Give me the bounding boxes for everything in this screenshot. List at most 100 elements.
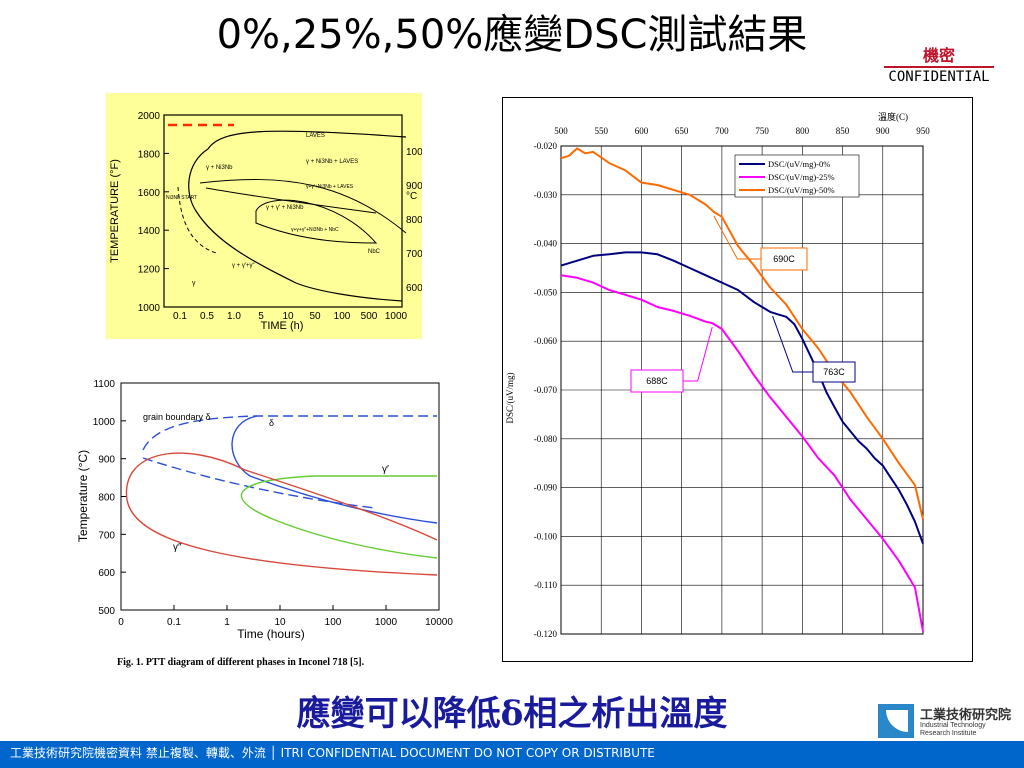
dsc-annotation-label: 690C (773, 254, 795, 264)
ptt-y-tick-label: 700 (98, 530, 115, 541)
dsc-annotation-box (812, 361, 856, 383)
ttt-laves-curve (207, 130, 407, 150)
ttt-y2-tick-label: 900 (406, 181, 422, 192)
dsc-grid: 500 550 600 650 700 750 800 850 900 950 -0.020 -0.0… (534, 126, 931, 639)
dsc-chart-svg: 500 550 600 650 700 750 800 850 900 950 -0.020 -0.0… (505, 111, 931, 639)
ptt-x-tick-label: 10 (274, 617, 286, 628)
ptt-x-tick-label: 1000 (375, 617, 398, 628)
ttt-label-gamma-ni3nb-laves: γ + Ni3Nb + LAVES (306, 159, 358, 165)
dsc-y-tick-label: -0.120 (534, 629, 558, 639)
dsc-annotation-label: 763C (823, 367, 845, 377)
ttt-x-tick-label: 500 (361, 311, 378, 322)
ptt-y-tick-label: 1100 (93, 379, 115, 390)
ttt-y-tick-label: 1000 (138, 303, 161, 314)
ptt-y-tick-label: 600 (98, 568, 115, 579)
ttt-label-gamma-gp-gdp: γ + γ′+γ″ (232, 263, 255, 269)
ttt-x-tick-label: 0.1 (173, 311, 187, 322)
ptt-x-tick-label: 0 (118, 617, 124, 628)
ptt-y-tick-label: 800 (98, 493, 115, 504)
ptt-curve-gamma-double-prime (125, 452, 438, 576)
ttt-y-tick-label: 1200 (138, 265, 161, 276)
dsc-x-tick-label: 650 (675, 126, 689, 136)
dsc-x-tick-label: 900 (876, 126, 890, 136)
ttt-ni3nb-start-curve (177, 186, 217, 254)
dsc-series-line-0 (560, 251, 924, 545)
dsc-annotation-box (760, 247, 808, 271)
dsc-series-group (560, 147, 924, 632)
ptt-x-tick-label: 0.1 (167, 617, 181, 628)
dsc-y-tick-label: -0.100 (534, 531, 558, 541)
ptt-ticks: 500 600 700 800 900 1000 1100 0 0.1 1 10 100 1000 100… (93, 379, 454, 628)
dsc-legend-entry: DSC/(uV/mg)-50% (768, 185, 835, 195)
ptt-diagram: 500 600 700 800 900 1000 1100 0 0.1 1 10 100 1000 100… (75, 370, 455, 670)
ttt-plot-frame (163, 114, 403, 308)
ptt-caption: Fig. 1. PTT diagram of different phases … (117, 657, 365, 668)
ttt-y-tick-label: 1800 (138, 149, 161, 160)
ttt-label-ni3nb-start: Ni3Nb START (166, 195, 197, 201)
confidential-label-en: CONFIDENTIAL (884, 66, 994, 85)
ttt-ni3nb-curve (188, 148, 403, 302)
ttt-x-tick-label: 1000 (385, 311, 408, 322)
dsc-annotation-label: 688C (646, 376, 668, 386)
ttt-label-laves: LAVES (306, 133, 325, 139)
dsc-x-tick-label: 500 (554, 126, 568, 136)
dsc-y-tick-label: -0.090 (534, 483, 558, 493)
dsc-x-axis-label: 溫度(C) (878, 111, 908, 122)
footer-text: 工業技術研究院機密資料 禁止複製、轉載、外流 │ ITRI CONFIDENTI… (10, 746, 655, 760)
dsc-legend: DSC/(uV/mg)-0% DSC/(uV/mg)-25% DSC/(uV/mg)… (734, 154, 860, 198)
slide-title: 0%,25%,50%應變DSC測試結果 (216, 12, 808, 58)
ttt-y2-axis-label: °C (406, 191, 417, 202)
dsc-series-line-1 (560, 274, 924, 632)
ptt-x-tick-label: 10000 (425, 617, 453, 628)
ttt-x-axis-label: TIME (h) (261, 320, 304, 332)
ptt-label-grain-boundary-delta: grain boundary δ (143, 412, 211, 422)
itri-logo-name-cn: 工業技術研究院 (920, 708, 1012, 723)
ptt-curve-delta (231, 415, 438, 524)
ttt-x-tick-label: 100 (334, 311, 351, 322)
ttt-y-tick-label: 1400 (138, 226, 161, 237)
ttt-label-gamma: γ (192, 280, 196, 287)
ptt-curve-delta-dashed (142, 457, 376, 509)
ttt-y2-tick-label: 600 (406, 283, 422, 294)
ttt-nbc-curve (255, 199, 378, 244)
ptt-curve-grain-boundary-delta (142, 415, 437, 451)
dsc-annotation-box (630, 369, 684, 393)
dsc-y-tick-label: -0.080 (534, 434, 558, 444)
dsc-series-line-2 (560, 147, 924, 520)
itri-logo-mark-icon (878, 704, 914, 738)
ttt-x-tick-label: 50 (309, 311, 321, 322)
dsc-annotation-leader (713, 215, 761, 260)
dsc-y-tick-label: -0.070 (534, 385, 558, 395)
ptt-x-tick-label: 100 (325, 617, 342, 628)
footer-bar: 工業技術研究院機密資料 禁止複製、轉載、外流 │ ITRI CONFIDENTI… (0, 741, 1024, 768)
ptt-diagram-svg: 500 600 700 800 900 1000 1100 0 0.1 1 10 100 1000 100… (76, 379, 454, 668)
dsc-legend-entry: DSC/(uV/mg)-25% (768, 172, 835, 182)
ptt-y-axis-label: Temperature (°C) (76, 450, 90, 542)
dsc-y-tick-label: -0.060 (534, 336, 558, 346)
ttt-y-axis-label: TEMPERATURE (°F) (109, 159, 121, 263)
ttt-y2-tick-label: 1000 (406, 147, 422, 158)
ptt-y-tick-label: 500 (98, 606, 115, 617)
dsc-x-tick-label: 750 (755, 126, 769, 136)
dsc-x-tick-label: 550 (594, 126, 608, 136)
dsc-y-tick-label: -0.040 (534, 239, 558, 249)
dsc-x-tick-label: 850 (836, 126, 850, 136)
ptt-label-gamma-prime: γ′ (382, 464, 389, 475)
ttt-gp-gdp-curve (205, 187, 377, 214)
ttt-x-tick-label: 5 (258, 311, 264, 322)
conclusion-text: 應變可以降低δ相之析出溫度 (296, 694, 728, 734)
ptt-curve-gamma-prime (240, 475, 438, 559)
dsc-y-tick-label: -0.030 (534, 190, 558, 200)
ttt-label-gamma-ni3nb: γ + Ni3Nb (206, 165, 233, 171)
ttt-x-tick-label: 0.5 (200, 311, 214, 322)
ttt-y-tick-label: 2000 (138, 111, 161, 122)
ttt-y-tick-label: 1600 (138, 188, 161, 199)
ttt-label-gamma-nbc: γ+γ+γ″+Ni3Nb + NbC (291, 227, 339, 233)
confidential-stamp: 機密 CONFIDENTIAL (884, 42, 994, 85)
ttt-label-gamma-gp-ni3nb: γ + γ′ + Ni3Nb (266, 205, 304, 211)
ttt-y2-tick-label: 700 (406, 249, 422, 260)
dsc-x-tick-label: 700 (715, 126, 729, 136)
dsc-legend-entry: DSC/(uV/mg)-0% (768, 159, 830, 169)
dsc-annotation-leader (683, 327, 713, 382)
